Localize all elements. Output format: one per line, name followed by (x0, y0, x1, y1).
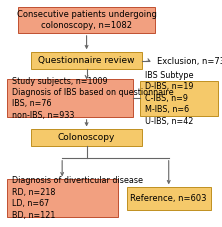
Text: IBS Subtype
D-IBS, n=19
C-IBS, n=9
M-IBS, n=6
U-IBS, n=42: IBS Subtype D-IBS, n=19 C-IBS, n=9 M-IBS… (145, 71, 194, 126)
Text: Reference, n=603: Reference, n=603 (131, 194, 207, 203)
FancyBboxPatch shape (7, 179, 118, 217)
FancyBboxPatch shape (7, 79, 133, 117)
FancyBboxPatch shape (18, 7, 155, 33)
Text: Diagnosis of diverticular disease
RD, n=218
LD, n=67
BD, n=121: Diagnosis of diverticular disease RD, n=… (12, 176, 143, 220)
Text: Colonoscopy: Colonoscopy (58, 133, 115, 142)
Text: Questionnaire review: Questionnaire review (38, 56, 135, 65)
FancyBboxPatch shape (127, 187, 211, 210)
Text: Study subjects, n=1009
Diagnosis of IBS based on questionnaire
IBS, n=76
non-IBS: Study subjects, n=1009 Diagnosis of IBS … (12, 76, 174, 120)
FancyBboxPatch shape (31, 52, 142, 69)
Text: Consecutive patients undergoing
colonoscopy, n=1082: Consecutive patients undergoing colonosc… (17, 10, 157, 30)
Text: Exclusion, n=73: Exclusion, n=73 (157, 57, 222, 66)
FancyBboxPatch shape (140, 81, 218, 116)
FancyBboxPatch shape (151, 54, 218, 69)
FancyBboxPatch shape (31, 129, 142, 146)
